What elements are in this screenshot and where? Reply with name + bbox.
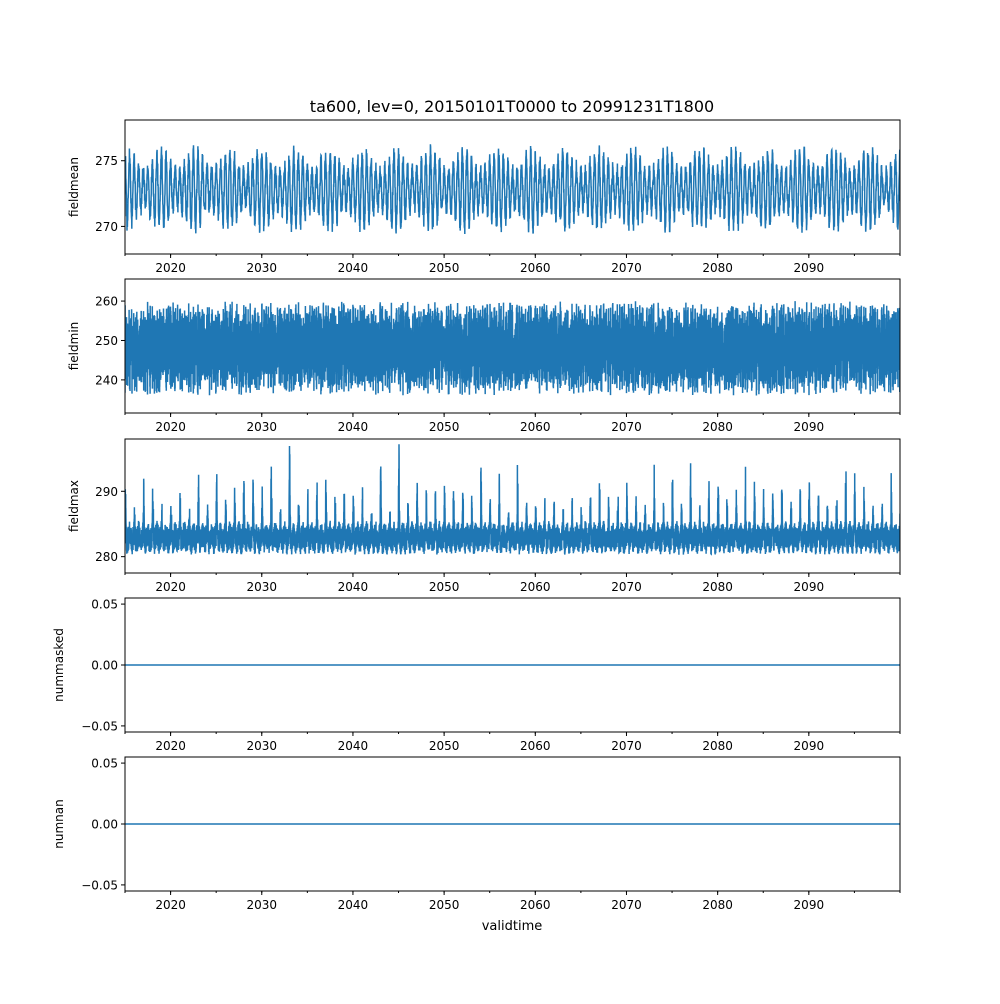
x-tick-label: 2070 [611,739,642,753]
y-tick-label: −0.05 [81,719,118,733]
x-tick-label: 2050 [429,580,460,594]
x-tick-label: 2060 [520,420,551,434]
x-tick-label: 2070 [611,420,642,434]
x-tick-label: 2050 [429,739,460,753]
axes-frame [124,278,901,414]
x-tick-label: 2080 [702,739,733,753]
y-tick-label: 275 [95,154,118,168]
y-tick-label: 290 [95,485,118,499]
x-tick-label: 2040 [338,898,369,912]
x-tick-label: 2070 [611,580,642,594]
y-axis-label: nummasked [52,628,66,702]
x-tick-label: 2090 [794,898,825,912]
y-tick-label: 240 [95,373,118,387]
x-tick-label: 2090 [794,739,825,753]
x-tick-label: 2040 [338,739,369,753]
y-tick-label: 0.05 [91,598,118,612]
y-tick-label: −0.05 [81,878,118,892]
x-tick-label: 2040 [338,580,369,594]
series-line-fieldmean [125,144,900,235]
y-axis-label: fieldmin [67,322,81,371]
y-axis-label: fieldmean [67,157,81,217]
x-tick-label: 2020 [155,739,186,753]
x-tick-label: 2040 [338,261,369,275]
x-tick-label: 2060 [520,580,551,594]
y-tick-label: 270 [95,220,118,234]
axes-frame [124,119,901,255]
axes-frame [124,438,901,574]
x-tick-label: 2090 [794,580,825,594]
y-tick-label: 280 [95,550,118,564]
x-tick-label: 2080 [702,420,733,434]
y-tick-label: 260 [95,295,118,309]
x-tick-label: 2050 [429,420,460,434]
y-tick-label: 250 [95,334,118,348]
series-line-fieldmin [125,301,900,396]
chart-title: ta600, lev=0, 20150101T0000 to 20991231T… [310,97,714,116]
y-axis-label: numnan [52,799,66,848]
x-tick-label: 2070 [611,261,642,275]
x-tick-label: 2080 [702,898,733,912]
x-tick-label: 2060 [520,261,551,275]
y-tick-label: 0.00 [91,659,118,673]
x-tick-label: 2050 [429,898,460,912]
x-tick-label: 2020 [155,261,186,275]
x-tick-label: 2030 [246,739,277,753]
x-tick-label: 2060 [520,739,551,753]
y-tick-label: 0.00 [91,818,118,832]
x-tick-label: 2070 [611,898,642,912]
x-axis-label: validtime [482,919,543,934]
series-line-fieldmax [125,444,900,556]
x-tick-label: 2080 [702,580,733,594]
y-axis-label: fieldmax [67,480,81,532]
x-tick-label: 2020 [155,580,186,594]
x-tick-label: 2030 [246,898,277,912]
x-tick-label: 2050 [429,261,460,275]
x-tick-label: 2030 [246,580,277,594]
x-tick-label: 2090 [794,420,825,434]
x-tick-label: 2020 [155,420,186,434]
x-tick-label: 2060 [520,898,551,912]
x-tick-label: 2030 [246,261,277,275]
y-tick-label: 0.05 [91,757,118,771]
x-tick-label: 2090 [794,261,825,275]
x-tick-label: 2020 [155,898,186,912]
x-tick-label: 2040 [338,420,369,434]
x-tick-label: 2030 [246,420,277,434]
x-tick-label: 2080 [702,261,733,275]
